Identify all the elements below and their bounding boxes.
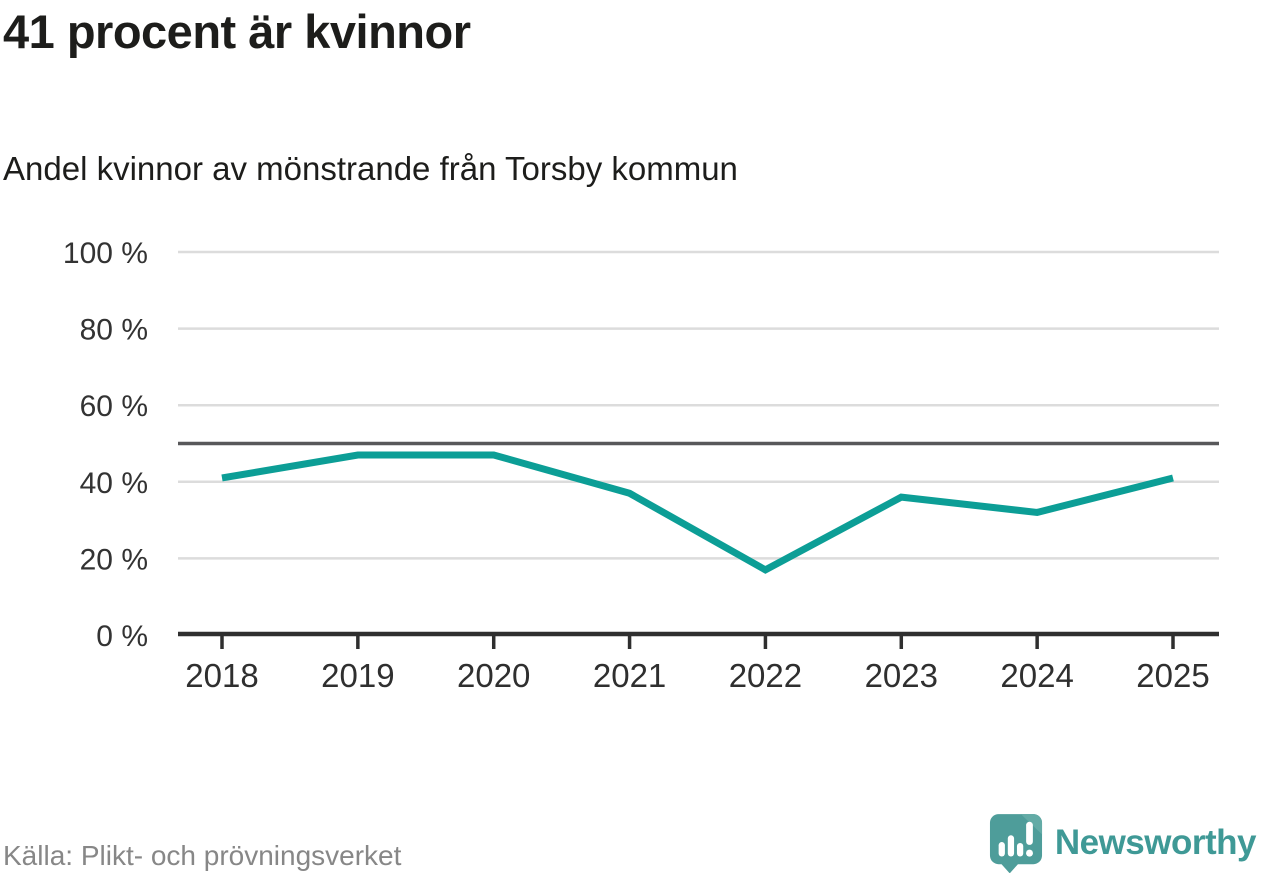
y-tick-label: 80 % — [80, 314, 148, 347]
x-tick-label: 2022 — [729, 657, 802, 694]
bar-icon-1 — [998, 842, 1005, 857]
x-tick-label: 2020 — [457, 657, 530, 694]
x-tick-label: 2024 — [1000, 657, 1073, 694]
line-chart: 0 % 20 % 40 % 60 % 80 % 100 % 2018 2019 2020 2021… — [63, 237, 1219, 694]
x-tick-label: 2019 — [321, 657, 394, 694]
newsworthy-bubble-icon — [989, 814, 1042, 873]
source-note: Källa: Plikt- och prövningsverket — [3, 840, 402, 871]
x-tick-label: 2018 — [185, 657, 258, 694]
y-tick-label: 100 % — [63, 237, 148, 270]
y-tick-label: 60 % — [80, 390, 148, 423]
x-tick-label: 2023 — [865, 657, 938, 694]
data-line-andel-kvinnor — [221, 451, 1174, 574]
brand-name: Newsworthy — [1054, 823, 1257, 862]
bar-icon-3 — [1016, 843, 1024, 857]
exclamation-bar — [1025, 821, 1033, 845]
y-tick-label: 20 % — [80, 543, 148, 576]
exclamation-dot — [1025, 849, 1033, 857]
chart-subtitle: Andel kvinnor av mönstrande från Torsby … — [3, 150, 738, 187]
bar-icon-2 — [1007, 835, 1014, 857]
page-title: 41 procent är kvinnor — [3, 5, 471, 58]
x-tick-label: 2021 — [593, 657, 666, 694]
y-tick-label: 0 % — [96, 620, 148, 653]
brand-logo: Newsworthy — [989, 813, 1257, 873]
x-tick-label: 2025 — [1136, 657, 1209, 694]
y-tick-label: 40 % — [80, 467, 148, 500]
